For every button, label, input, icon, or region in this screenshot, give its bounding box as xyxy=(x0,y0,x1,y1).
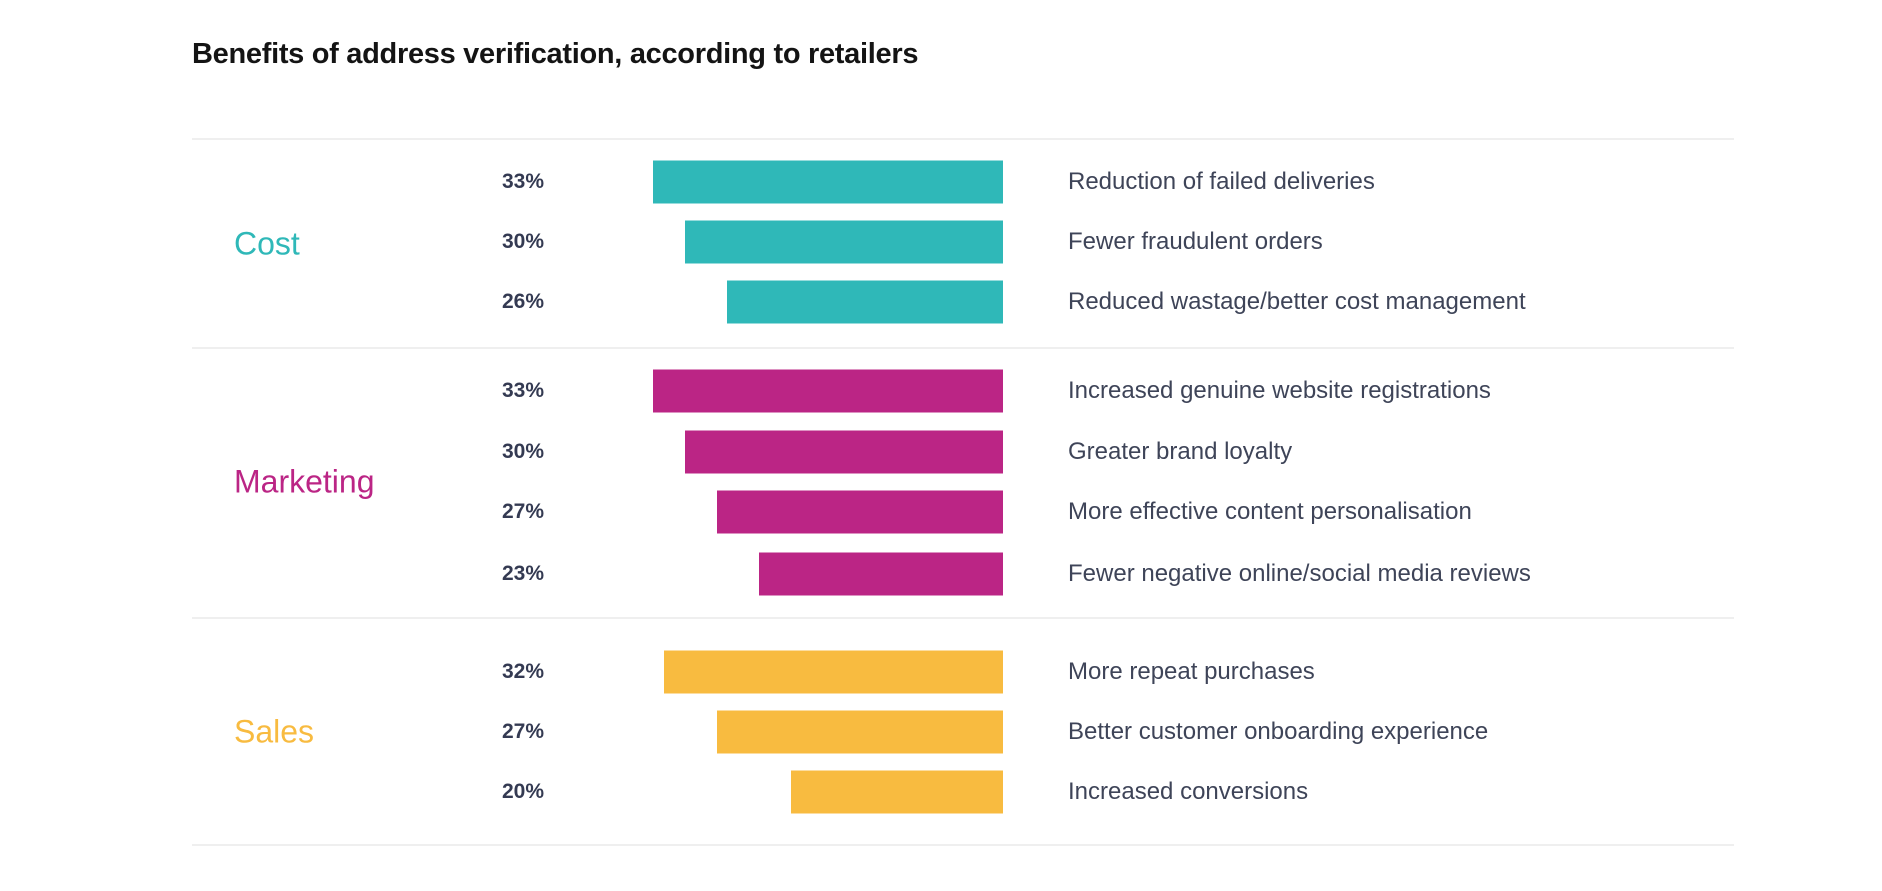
bar-category-label: Fewer fraudulent orders xyxy=(1068,228,1323,255)
group-divider xyxy=(192,844,1734,846)
bar xyxy=(727,280,1003,324)
bar xyxy=(653,369,1003,413)
bar-category-label: Reduced wastage/better cost management xyxy=(1068,288,1526,315)
bar xyxy=(663,650,1003,694)
value-label: 33% xyxy=(502,379,545,402)
bar xyxy=(716,490,1003,534)
group-divider xyxy=(192,138,1734,140)
bar-category-label: More effective content personalisation xyxy=(1068,498,1472,525)
bar-category-label: Increased genuine website registrations xyxy=(1068,377,1491,404)
bar xyxy=(685,220,1003,264)
bar-category-label: Greater brand loyalty xyxy=(1068,438,1293,465)
value-label: 23% xyxy=(502,562,545,585)
value-label: 20% xyxy=(502,780,545,803)
category-label-sales: Sales xyxy=(234,713,315,750)
category-label-marketing: Marketing xyxy=(234,463,375,500)
bar xyxy=(716,710,1003,754)
value-label: 27% xyxy=(502,500,545,523)
group-divider xyxy=(192,347,1734,349)
bar-category-label: More repeat purchases xyxy=(1068,658,1315,685)
bar-category-label: Reduction of failed deliveries xyxy=(1068,168,1375,195)
value-label: 33% xyxy=(502,170,545,193)
value-label: 27% xyxy=(502,720,545,743)
chart-title: Benefits of address verification, accord… xyxy=(192,38,919,70)
bar xyxy=(685,430,1003,474)
value-label: 26% xyxy=(502,290,545,313)
bar-category-label: Fewer negative online/social media revie… xyxy=(1068,560,1531,587)
bar xyxy=(653,160,1003,204)
value-label: 30% xyxy=(502,230,545,253)
bar xyxy=(759,552,1003,596)
bar-category-label: Increased conversions xyxy=(1068,778,1309,805)
value-label: 32% xyxy=(502,660,545,683)
value-label: 30% xyxy=(502,440,545,463)
bar xyxy=(791,770,1003,814)
category-label-cost: Cost xyxy=(234,225,300,262)
bar-category-label: Better customer onboarding experience xyxy=(1068,718,1489,745)
group-divider xyxy=(192,617,1734,619)
